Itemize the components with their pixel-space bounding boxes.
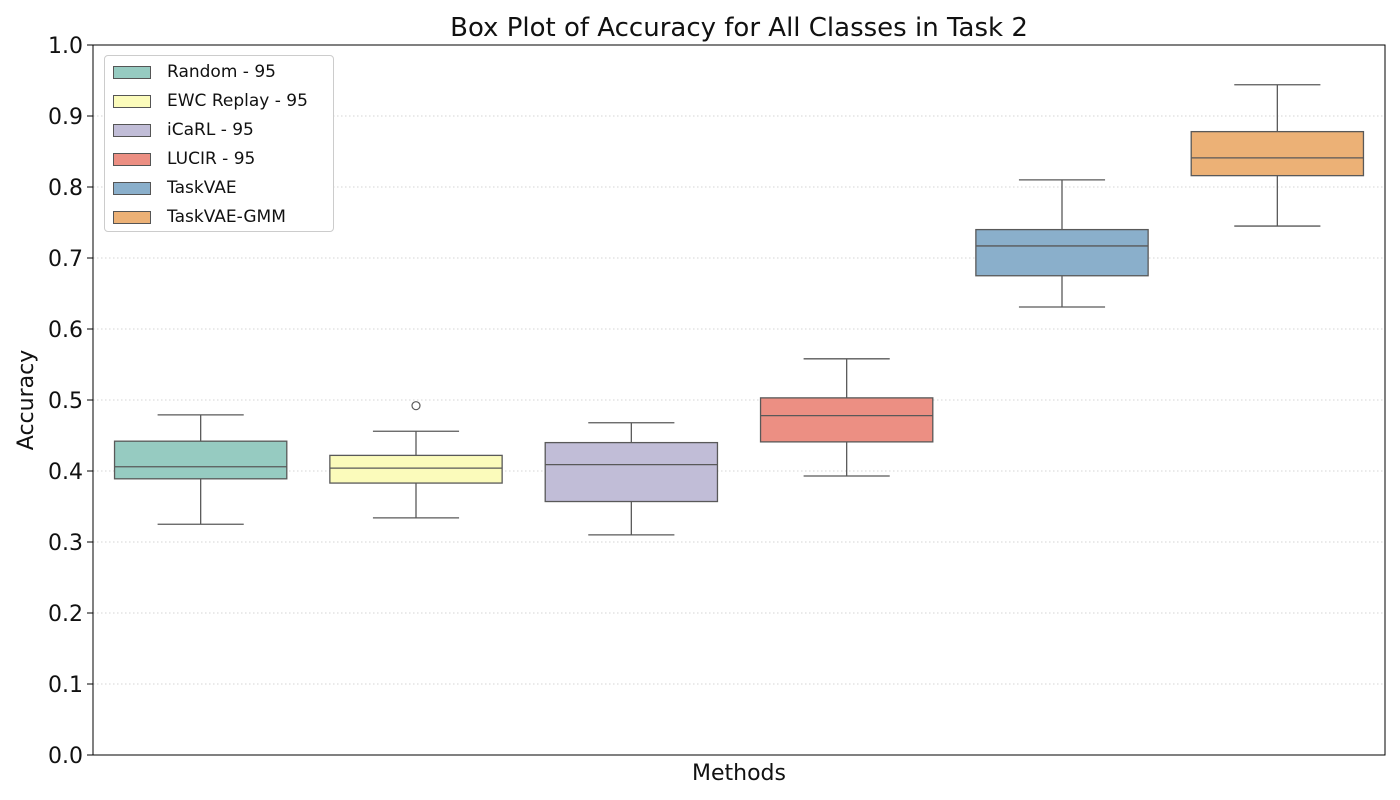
y-tick-label: 0.4 [48,460,83,485]
box [544,441,719,503]
legend-item: EWC Replay - 95 [113,91,308,111]
legend-swatch [113,152,151,166]
legend-swatch [113,94,151,108]
box [329,454,503,484]
box [759,397,934,443]
legend-swatch [113,210,151,224]
box [975,228,1149,277]
outlier-point [411,401,421,411]
box-group [544,422,719,536]
box-group [329,401,503,519]
y-tick-label: 1.0 [48,34,83,59]
y-tick-label: 0.1 [48,673,83,698]
legend-swatch [113,123,151,137]
legend-item: Random - 95 [113,62,276,82]
legend-swatch [113,181,151,195]
box-group [975,179,1149,308]
legend-label: TaskVAE [167,178,237,198]
legend-item: LUCIR - 95 [113,149,255,169]
legend-label: TaskVAE-GMM [167,207,286,227]
y-tick-label: 0.9 [48,105,83,130]
legend-item: iCaRL - 95 [113,120,254,140]
y-tick-label: 0.6 [48,318,83,343]
legend: Random - 95 EWC Replay - 95 iCaRL - 95 LUCI… [104,55,334,232]
y-gridlines [93,115,1385,685]
box [1190,130,1365,177]
legend-label: Random - 95 [167,62,276,82]
legend-label: EWC Replay - 95 [167,91,308,111]
legend-label: iCaRL - 95 [167,120,254,140]
x-axis-label: Methods [692,761,786,786]
box-group [759,358,934,477]
box-group [113,414,288,525]
y-tick-label: 0.5 [48,389,83,414]
y-tick-label: 0.3 [48,531,83,556]
legend-item: TaskVAE-GMM [113,207,286,227]
legend-label: LUCIR - 95 [167,149,256,169]
y-tick-label: 0.8 [48,176,83,201]
legend-item: TaskVAE [113,178,237,198]
y-axis-ticks: 0.0 0.1 0.2 0.3 0.4 0.5 0.6 0.7 0.8 0.9 1.0 [48,34,93,769]
box [113,440,288,480]
y-tick-label: 0.7 [48,247,83,272]
boxes [113,84,1365,536]
legend-swatch [113,65,151,79]
box-group [1190,84,1365,227]
y-tick-label: 0.0 [48,744,83,769]
y-axis-label: Accuracy [14,350,39,450]
y-tick-label: 0.2 [48,602,83,627]
chart-title: Box Plot of Accuracy for All Classes in … [450,13,1028,43]
